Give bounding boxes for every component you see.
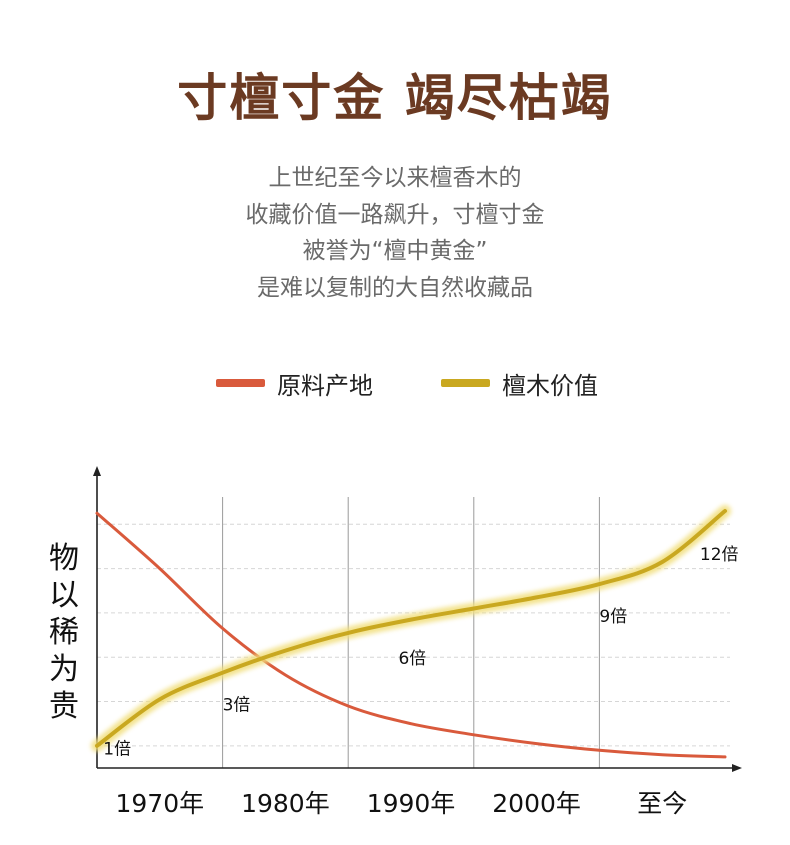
- series-glow-value: [91, 505, 731, 752]
- data-label: 6倍: [398, 649, 426, 669]
- legend-label: 原料产地: [277, 371, 373, 400]
- legend-label: 檀木价值: [502, 371, 598, 400]
- series-layer: [91, 505, 731, 759]
- x-tick-label: 1970年: [115, 789, 204, 818]
- legend-swatch-origin: [216, 379, 265, 387]
- data-label: 9倍: [599, 607, 627, 627]
- grid-layer: [97, 497, 730, 768]
- subtitle-line: 是难以复制的大自然收藏品: [257, 274, 533, 301]
- page-title: 寸檀寸金 竭尽枯竭: [177, 69, 613, 127]
- chart-legend: 原料产地 檀木价值: [0, 366, 790, 400]
- data-label: 3倍: [223, 695, 251, 715]
- axis-layer: [93, 466, 742, 772]
- data-label: 12倍: [700, 545, 739, 565]
- label-layer: 1970年 1980年 1990年 2000年 至今 1倍 3倍 6倍 9倍 12倍: [103, 545, 738, 818]
- legend-swatch-value: [441, 379, 490, 387]
- data-label: 1倍: [103, 740, 131, 760]
- subtitle-line: 上世纪至今以来檀香木的: [268, 165, 522, 191]
- legend-item-origin: 原料产地: [216, 366, 373, 400]
- series-line-origin: [95, 511, 727, 759]
- x-tick-label: 1980年: [241, 789, 330, 818]
- y-axis-label-char: 为: [49, 652, 79, 687]
- y-axis-label-char: 物: [49, 541, 79, 576]
- x-axis-arrow: [732, 764, 742, 772]
- y-axis-arrow: [93, 466, 101, 476]
- y-axis-label: 物 以 稀 为 贵: [42, 540, 86, 725]
- x-tick-label: 2000年: [492, 789, 581, 818]
- y-axis-label-char: 贵: [49, 689, 79, 724]
- series-line-value: [95, 509, 727, 748]
- y-axis-label-char: 稀: [49, 615, 79, 650]
- y-axis-label-char: 以: [49, 578, 79, 613]
- x-tick-label: 至今: [637, 789, 687, 818]
- legend-item-value: 檀木价值: [441, 366, 598, 400]
- subtitle: 上世纪至今以来檀香木的 收藏价值一路飙升，寸檀寸金 被誉为“檀中黄金” 是难以复…: [0, 160, 790, 306]
- subtitle-line: 被誉为“檀中黄金”: [302, 238, 488, 264]
- x-tick-label: 1990年: [367, 789, 456, 818]
- subtitle-line: 收藏价值一路飙升，寸檀寸金: [245, 201, 545, 228]
